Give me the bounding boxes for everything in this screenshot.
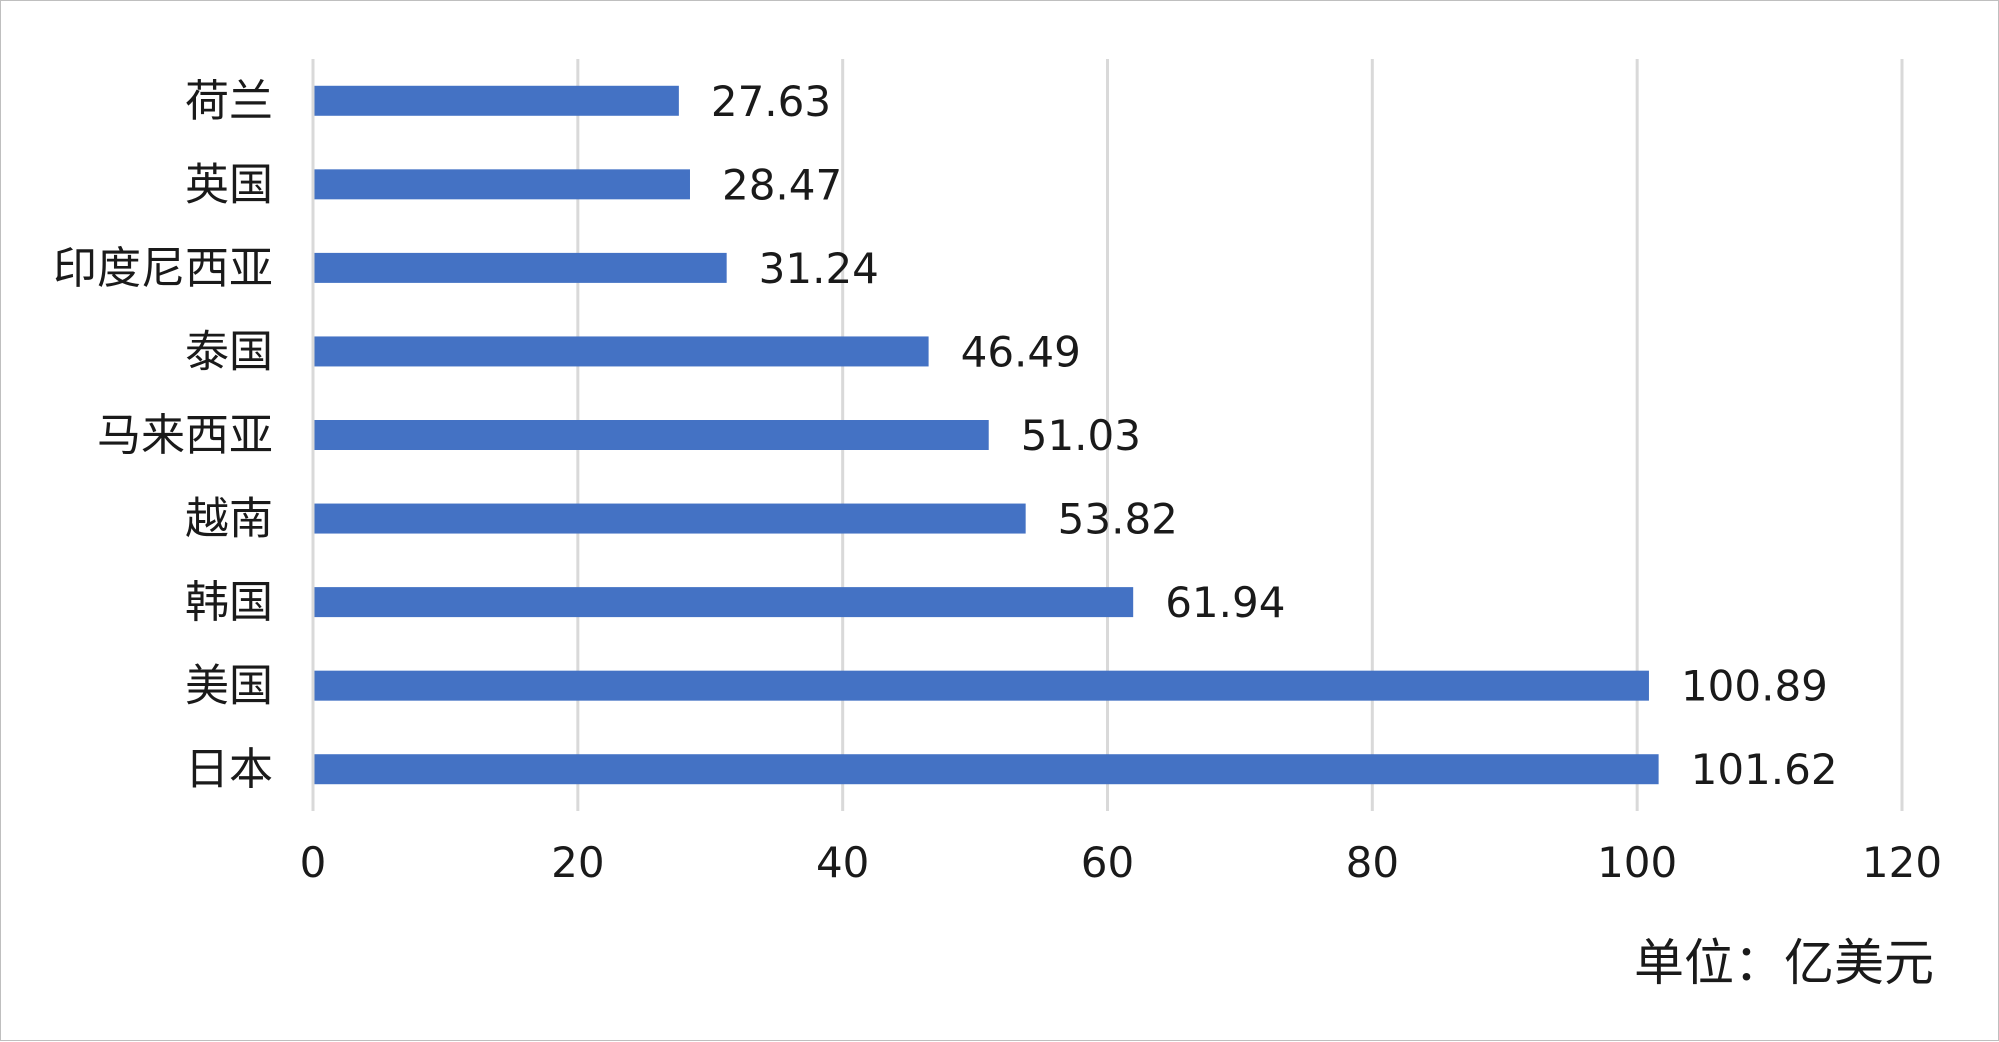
data-label: 51.03 xyxy=(1021,411,1141,460)
bar xyxy=(314,169,690,200)
data-label: 101.62 xyxy=(1691,745,1838,794)
bars xyxy=(314,85,1659,785)
x-tick-label: 40 xyxy=(816,838,869,887)
data-label: 27.63 xyxy=(711,77,831,126)
data-label: 46.49 xyxy=(961,327,1081,376)
labels: 0 20 40 60 80 100 120 荷兰 27.63 英国 28.47 印度尼西亚 31.24 泰… xyxy=(53,76,1942,887)
bar xyxy=(314,670,1649,701)
bar xyxy=(314,252,727,283)
x-tick-label: 0 xyxy=(300,838,327,887)
bar xyxy=(314,503,1026,534)
data-label: 31.24 xyxy=(759,244,879,293)
x-tick-label: 100 xyxy=(1597,838,1677,887)
bar xyxy=(314,754,1659,785)
bar xyxy=(314,85,679,116)
bar xyxy=(314,420,989,450)
category-label: 美国 xyxy=(185,661,273,712)
data-label: 28.47 xyxy=(722,160,842,209)
category-label: 荷兰 xyxy=(185,76,273,127)
category-label: 泰国 xyxy=(185,326,273,377)
bar xyxy=(314,587,1134,618)
data-label: 61.94 xyxy=(1165,578,1285,627)
x-tick-label: 120 xyxy=(1862,838,1942,887)
x-tick-label: 20 xyxy=(551,838,604,887)
category-label: 印度尼西亚 xyxy=(53,243,273,294)
category-label: 英国 xyxy=(185,159,273,210)
data-label: 53.82 xyxy=(1058,495,1178,544)
x-tick-label: 80 xyxy=(1346,838,1399,887)
data-label: 100.89 xyxy=(1681,662,1828,711)
x-tick-label: 60 xyxy=(1081,838,1134,887)
unit-label: 单位：亿美元 xyxy=(1634,934,1934,992)
category-label: 韩国 xyxy=(185,577,273,628)
category-label: 日本 xyxy=(185,744,273,795)
category-label: 越南 xyxy=(185,494,273,545)
category-label: 马来西亚 xyxy=(97,410,273,461)
bar xyxy=(314,336,929,367)
